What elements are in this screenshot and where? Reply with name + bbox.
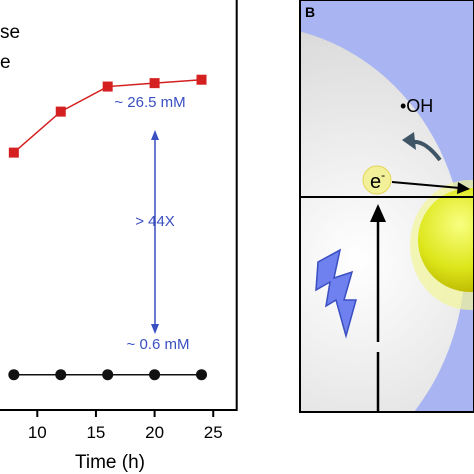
panel-label: B xyxy=(305,4,315,20)
light-icon xyxy=(315,248,357,339)
legend-entry: e xyxy=(0,52,11,73)
radical-label: •OH xyxy=(400,96,433,116)
legend-entry: se xyxy=(0,22,20,43)
data-point xyxy=(55,369,67,381)
panel-b-frame xyxy=(299,0,474,413)
data-point xyxy=(149,369,161,381)
arrow-head xyxy=(370,204,386,222)
electron-charge: - xyxy=(381,168,385,182)
arrow-head xyxy=(151,130,159,140)
x-tick-label: 25 xyxy=(204,423,223,442)
data-point xyxy=(196,369,208,381)
data-point xyxy=(196,74,207,85)
annotation: ~ 26.5 mM xyxy=(114,94,185,111)
arrow-head xyxy=(457,182,470,194)
annotation: ~ 0.6 mM xyxy=(127,336,190,353)
data-point xyxy=(8,147,19,158)
transfer-arrow xyxy=(391,181,461,189)
electron-label: e- xyxy=(370,168,385,193)
x-axis-label: Time (h) xyxy=(75,452,145,473)
plot-frame xyxy=(0,0,238,411)
arrow-head xyxy=(151,324,159,334)
x-tick-label: 20 xyxy=(145,423,164,442)
data-point xyxy=(8,369,20,381)
arrow-head xyxy=(402,132,416,150)
x-tick-label: 10 xyxy=(28,423,47,442)
data-point xyxy=(102,369,114,381)
electron-bubble xyxy=(362,165,392,195)
yellow-particle xyxy=(418,188,474,292)
x-tick-label: 15 xyxy=(86,423,105,442)
data-point xyxy=(55,106,66,117)
panel-b: e- •OH xyxy=(300,0,474,412)
electron: e xyxy=(370,171,381,193)
data-point xyxy=(149,78,160,89)
data-point xyxy=(102,81,113,92)
gray-particle xyxy=(300,31,465,412)
